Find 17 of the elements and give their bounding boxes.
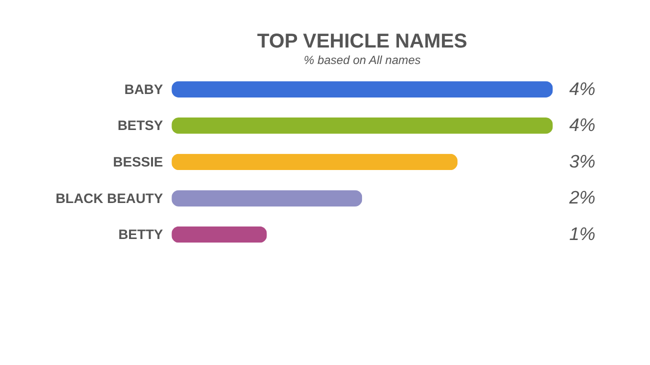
data-label: 4% (569, 78, 596, 99)
bar (172, 81, 553, 98)
bar (172, 117, 553, 134)
y-tick-label: BABY (124, 82, 163, 97)
data-label: 3% (569, 151, 596, 172)
y-tick-label: BLACK BEAUTY (56, 190, 163, 206)
chart-title: TOP VEHICLE NAMES (257, 30, 468, 53)
bar (172, 154, 458, 170)
y-tick-label: BETSY (118, 118, 163, 134)
data-label: 2% (568, 188, 596, 208)
y-tick-label: BETTY (118, 227, 163, 242)
bar (172, 190, 362, 206)
y-tick-label: BESSIE (113, 154, 163, 170)
data-label: 4% (569, 115, 596, 136)
chart-subtitle: % based on All names (304, 52, 421, 67)
bar (172, 226, 267, 243)
data-label: 1% (569, 224, 596, 244)
